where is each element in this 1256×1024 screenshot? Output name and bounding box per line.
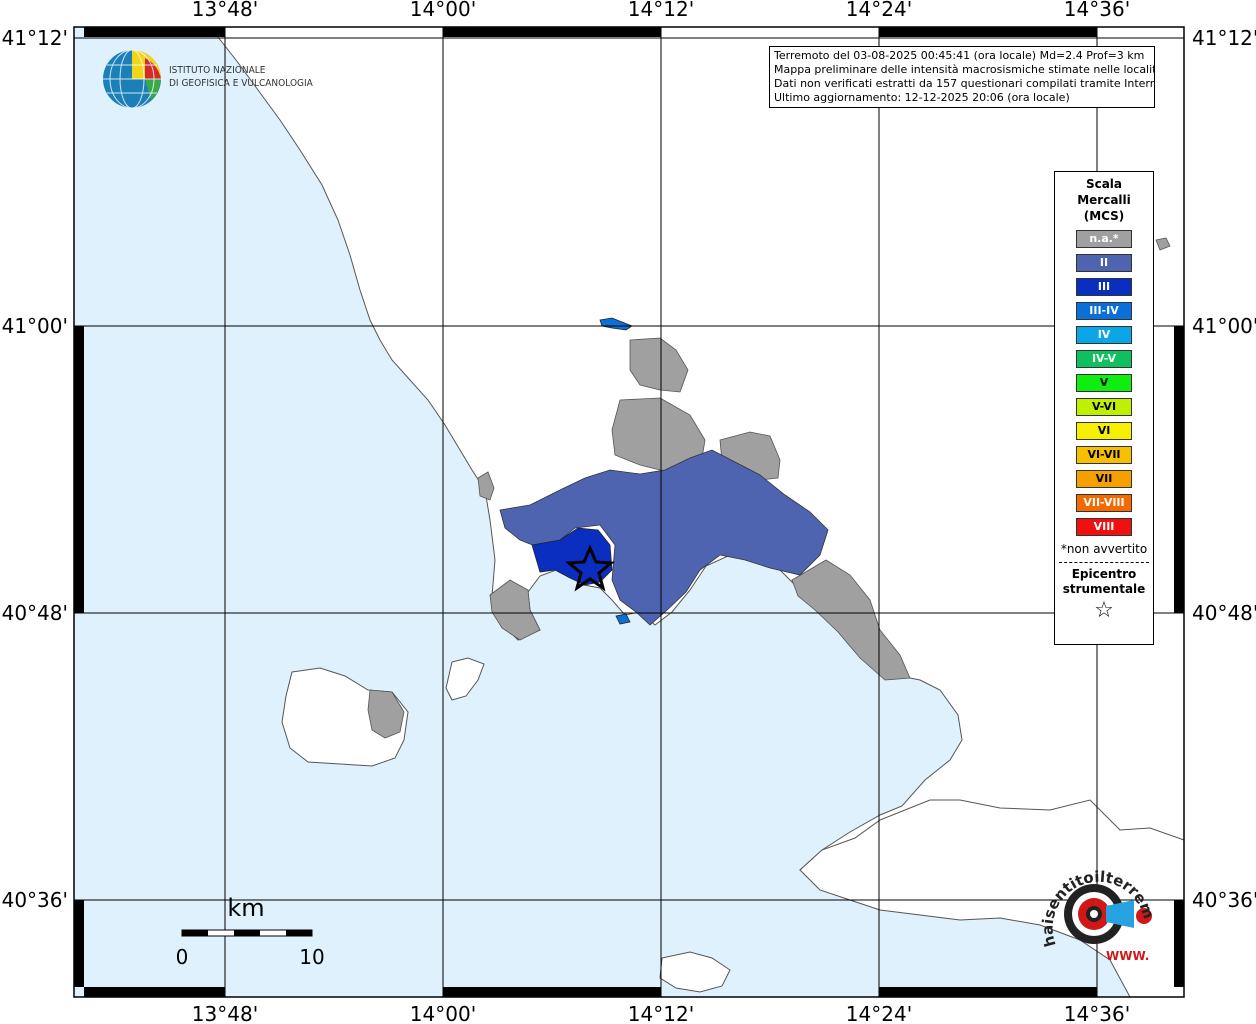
haisentito-www: WWW. — [1106, 949, 1149, 963]
area-na-north — [629, 337, 689, 393]
lat-tick-right-4: 40°36' — [1192, 888, 1256, 912]
megaphone-icon — [1106, 900, 1134, 928]
legend-title: Scala Mercalli (MCS) — [1055, 176, 1153, 224]
legend-item: III-IV — [1076, 302, 1132, 320]
legend-item: VI-VII — [1076, 446, 1132, 464]
legend-item: VI — [1076, 422, 1132, 440]
area-intensity-II — [499, 449, 829, 626]
lat-tick-left-2: 41°00' — [2, 314, 68, 338]
ischia-gray — [367, 689, 405, 739]
scale-bar: km 0 10 — [176, 894, 325, 969]
legend-epicenter-line1: Epicentro — [1071, 567, 1137, 581]
legend-item: III — [1076, 278, 1132, 296]
lat-tick-right-3: 40°48' — [1192, 601, 1256, 625]
legend-item: IV-V — [1076, 350, 1132, 368]
scale-bar-unit: km — [227, 894, 264, 922]
procida-island — [445, 657, 485, 701]
legend-item: n.a.* — [1076, 230, 1132, 248]
lon-tick-bottom-2: 14°00' — [410, 1002, 476, 1024]
lat-tick-right-1: 41°12' — [1192, 26, 1256, 50]
lat-tick-left-4: 40°36' — [2, 888, 68, 912]
lon-tick-bottom-4: 14°24' — [846, 1002, 912, 1024]
legend-star-icon: ☆ — [1094, 598, 1114, 623]
lat-tick-left-3: 40°48' — [2, 601, 68, 625]
intensity-legend: Scala Mercalli (MCS) n.a.* II III III-IV IV I… — [1054, 171, 1154, 645]
ingv-logo-text: ISTITUTO NAZIONALE DI GEOFISICA E VULCAN… — [169, 64, 313, 90]
area-na-west2 — [477, 471, 495, 501]
graticule — [74, 27, 1184, 997]
lon-tick-bottom-5: 14°36' — [1064, 1002, 1130, 1024]
lon-tick-bottom-1: 13°48' — [192, 1002, 258, 1024]
info-line1: Terremoto del 03-08-2025 00:45:41 (ora l… — [774, 49, 1145, 62]
info-line3: Dati non verificati estratti da 157 ques… — [774, 77, 1155, 90]
lon-tick-top-4: 14°24' — [846, 0, 912, 21]
legend-item: IV — [1076, 326, 1132, 344]
legend-title-line1: Scala — [1085, 177, 1123, 191]
scale-bar-end: 10 — [299, 945, 324, 969]
earthquake-info-box: Terremoto del 03-08-2025 00:45:41 (ora l… — [769, 46, 1155, 108]
legend-epicenter-label: Epicentro strumentale — [1055, 567, 1153, 597]
lat-tick-right-2: 41°00' — [1192, 314, 1256, 338]
legend-item: VII-VIII — [1076, 494, 1132, 512]
legend-item: V — [1076, 374, 1132, 392]
haisentito-logo: haisentitoilterremoto.it WWW. — [1036, 850, 1158, 963]
legend-item: II — [1076, 254, 1132, 272]
area-intensity-III — [531, 527, 613, 586]
lon-tick-bottom-3: 14°12' — [628, 1002, 694, 1024]
legend-epicenter-line2: strumentale — [1062, 582, 1146, 596]
legend-item: VII — [1076, 470, 1132, 488]
area-na-west — [489, 579, 541, 641]
lat-tick-left-1: 41°12' — [2, 26, 68, 50]
legend-items: n.a.* II III III-IV IV IV-V V V-VI VI VI-VII VII VI… — [1055, 230, 1153, 536]
legend-item: VIII — [1076, 518, 1132, 536]
epicenter-star — [565, 544, 615, 592]
frame-ticks — [74, 27, 1184, 997]
info-line2: Mappa preliminare delle intensità macros… — [774, 63, 1155, 76]
scale-bar-start: 0 — [176, 945, 189, 969]
ingv-globe-logo — [103, 49, 161, 109]
capri-island — [659, 951, 731, 993]
info-line4: Ultimo aggiornamento: 12-12-2025 20:06 (… — [774, 91, 1070, 104]
legend-item: V-VI — [1076, 398, 1132, 416]
lon-tick-top-1: 13°48' — [192, 0, 258, 21]
area-na-far-east — [1155, 237, 1171, 251]
ingv-logo-line2: DI GEOFISICA E VULCANOLOGIA — [169, 78, 313, 89]
area-na-southeast — [791, 559, 911, 681]
lon-tick-top-5: 14°36' — [1064, 0, 1130, 21]
legend-title-line3: (MCS) — [1083, 209, 1125, 223]
area-intensity-III-IV-2 — [615, 613, 631, 625]
legend-separator — [1059, 562, 1149, 563]
ingv-logo-line1: ISTITUTO NAZIONALE — [169, 65, 266, 76]
legend-note: *non avvertito — [1060, 542, 1148, 556]
legend-title-line2: Mercalli — [1077, 193, 1131, 207]
lon-tick-top-3: 14°12' — [628, 0, 694, 21]
lon-tick-top-2: 14°00' — [410, 0, 476, 21]
